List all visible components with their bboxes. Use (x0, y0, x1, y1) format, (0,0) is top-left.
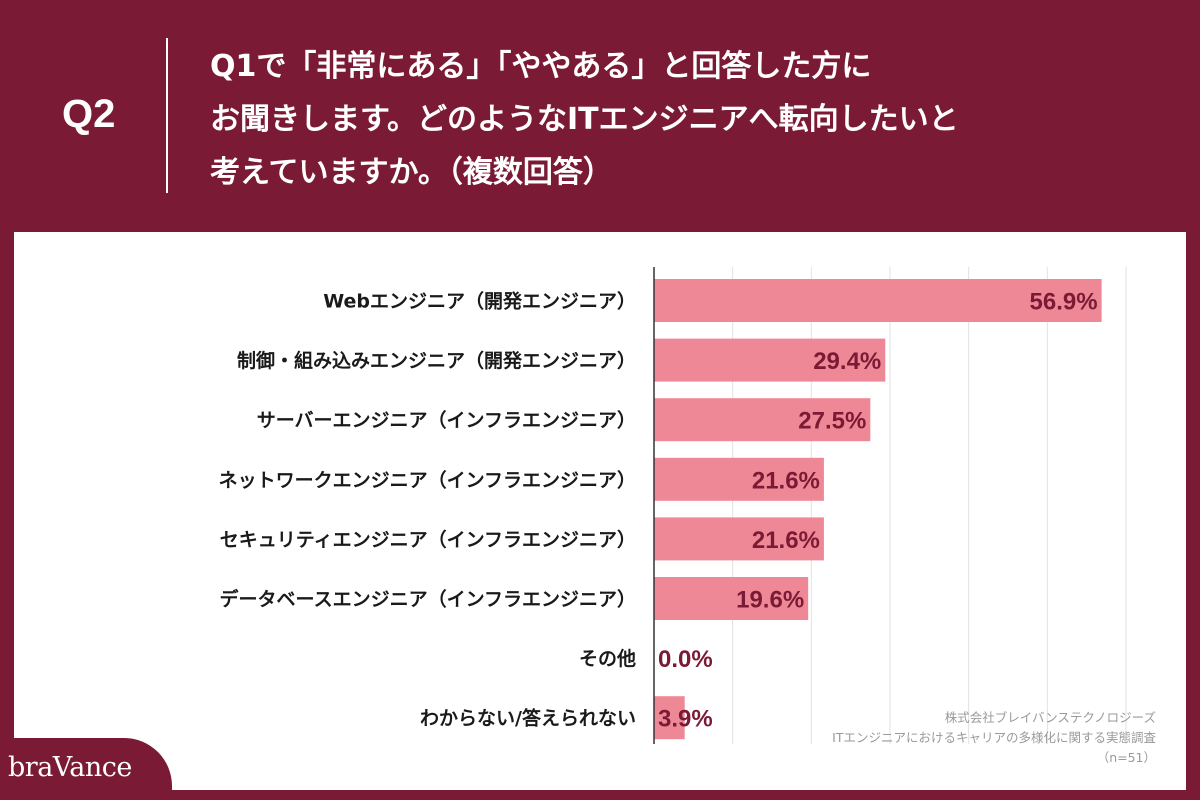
question-text: Q1で「非常にある」「ややある」と回答した方に お聞きします。どのようなITエン… (210, 40, 1170, 199)
value-label-7: 3.9% (658, 706, 713, 733)
question-line-3: 考えていますか。（複数回答） (210, 155, 613, 190)
category-label-2: サーバーエンジニア（インフラエンジニア） (257, 409, 636, 432)
bar-2 (654, 398, 871, 442)
category-labels: Webエンジニア（開発エンジニア） 制御・組み込みエンジニア（開発エンジニア） サー… (219, 290, 636, 730)
question-number: Q2 (62, 92, 116, 136)
source-note: 株式会社ブレイバンステクノロジーズ ITエンジニアにおけるキャリアの多様化に関す… (736, 708, 1156, 768)
bar-5 (654, 577, 809, 620)
category-label-1: 制御・組み込みエンジニア（開発エンジニア） (237, 349, 636, 372)
bravance-logo: braVance (8, 752, 132, 783)
bar-7 (654, 696, 685, 740)
question-line-1: Q1で「非常にある」「ややある」と回答した方に (210, 49, 872, 84)
value-label-2: 27.5% (798, 408, 866, 435)
value-label-4: 21.6% (752, 527, 820, 554)
grid-lines (732, 267, 1127, 744)
category-label-3: ネットワークエンジニア（インフラエンジニア） (219, 468, 636, 491)
category-label-5: データベースエンジニア（インフラエンジニア） (220, 588, 636, 611)
bar-chart: Webエンジニア（開発エンジニア） 制御・組み込みエンジニア（開発エンジニア） サー… (219, 267, 1127, 744)
header-divider (166, 38, 168, 193)
value-label-6: 0.0% (658, 646, 713, 673)
source-sample-size: （n=51） (1096, 750, 1156, 765)
value-label-0: 56.9% (1030, 289, 1098, 316)
category-label-6: その他 (579, 647, 636, 670)
question-header: Q2 Q1で「非常にある」「ややある」と回答した方に お聞きします。どのようなI… (0, 0, 1200, 232)
source-company: 株式会社ブレイバンステクノロジーズ (944, 710, 1156, 725)
category-label-7: わからない/答えられない (420, 707, 636, 730)
bars (654, 279, 1102, 740)
category-label-0: Webエンジニア（開発エンジニア） (323, 290, 636, 313)
chart-panel: Webエンジニア（開発エンジニア） 制御・組み込みエンジニア（開発エンジニア） サー… (14, 232, 1186, 790)
value-label-5: 19.6% (736, 587, 804, 614)
value-labels: 56.9% 29.4% 27.5% 21.6% 21.6% 19.6% 0.0% 3.9% (658, 289, 1098, 733)
source-survey: ITエンジニアにおけるキャリアの多様化に関する実態調査 (832, 730, 1156, 745)
value-label-1: 29.4% (813, 348, 881, 375)
bar-1 (654, 338, 886, 382)
bar-0 (654, 279, 1102, 322)
value-label-3: 21.6% (752, 467, 820, 494)
question-line-2: お聞きします。どのようなITエンジニアへ転向したいと (210, 102, 959, 137)
bar-3 (654, 457, 824, 501)
logo-tab: braVance (0, 738, 172, 800)
category-label-4: セキュリティエンジニア（インフラエンジニア） (220, 528, 636, 551)
bar-4 (654, 517, 824, 561)
